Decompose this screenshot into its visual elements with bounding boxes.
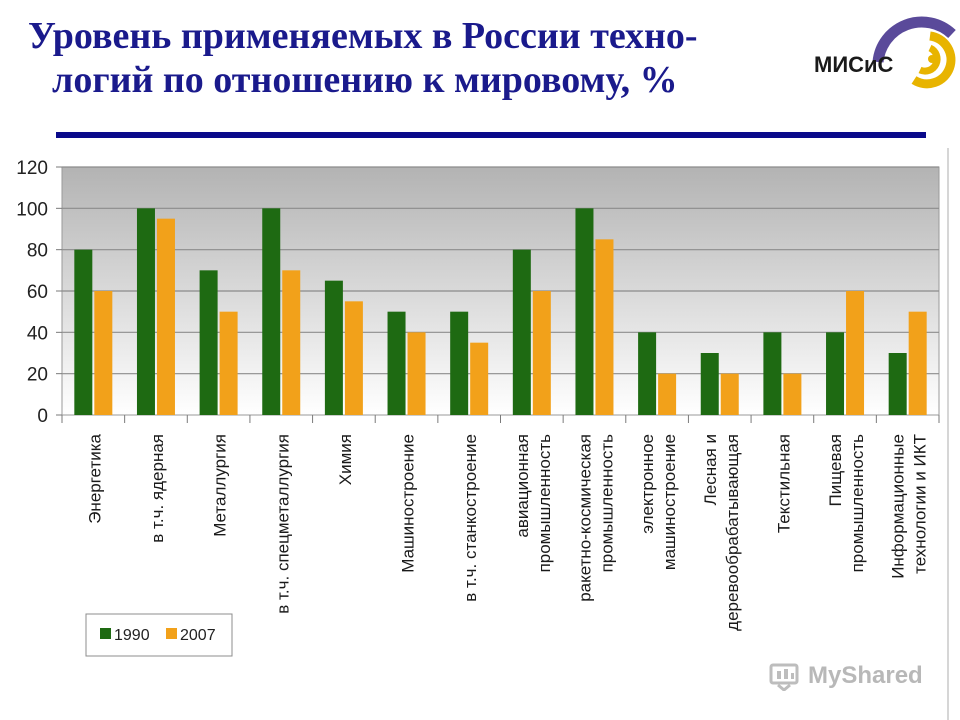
bar-1990 — [136, 208, 155, 415]
y-tick-label: 80 — [27, 241, 48, 262]
x-tick-label: ракетно-космическая — [575, 434, 594, 602]
x-axis-ticks: Энергетика в т.ч. ядерная Металлургия в т.ч… — [61, 415, 940, 631]
y-axis-ticks: 0 20 40 60 80 100 120 — [16, 158, 62, 427]
bar-2007 — [94, 291, 113, 415]
bar-1990 — [262, 208, 281, 415]
slide-title: Уровень применяемых в России техно- логи… — [28, 14, 788, 102]
myshared-watermark: MyShared — [768, 656, 923, 696]
bar-1990 — [575, 208, 594, 415]
slide-edge — [947, 148, 949, 720]
y-tick-label: 20 — [27, 365, 48, 386]
bar-1990 — [638, 332, 657, 415]
x-tick-label: авиационная — [513, 434, 532, 538]
x-tick-label: технологии и ИКТ — [911, 434, 930, 574]
bar-2007 — [344, 301, 363, 415]
x-tick-label: в т.ч. станкостроение — [461, 434, 480, 602]
x-tick-label: Энергетика — [85, 433, 104, 523]
bar-2007 — [720, 373, 739, 415]
legend: 1990 2007 — [85, 613, 233, 657]
x-tick-label: Информационные — [889, 434, 908, 579]
bar-1990 — [324, 280, 343, 415]
bar-2007 — [783, 373, 802, 415]
legend-label-1990: 1990 — [114, 627, 150, 644]
x-tick-label: Металлургия — [211, 434, 230, 537]
bar-2007 — [658, 373, 677, 415]
x-tick-label: Пищевая — [826, 434, 845, 506]
bar-1990 — [199, 270, 218, 415]
bar-2007 — [282, 270, 301, 415]
bar-2007 — [595, 239, 614, 415]
bar-2007 — [219, 311, 238, 415]
y-tick-label: 0 — [37, 406, 48, 427]
legend-swatch-1990 — [100, 628, 111, 639]
y-tick-label: 100 — [16, 199, 48, 220]
bar-1990 — [450, 311, 469, 415]
bar-2007 — [407, 332, 426, 415]
misis-logo: МИСиС — [814, 16, 956, 89]
watermark-text: MyShared — [808, 662, 923, 689]
x-tick-label: промышленность — [535, 434, 554, 573]
bar-2007 — [846, 291, 865, 415]
bar-2007 — [470, 342, 489, 415]
title-divider — [56, 132, 926, 138]
bar-2007 — [908, 311, 927, 415]
title-line-1: Уровень применяемых в России техно- — [28, 15, 698, 57]
x-tick-label: промышленность — [848, 434, 867, 573]
x-tick-label: деревообрабатывающая — [723, 434, 742, 631]
y-tick-label: 40 — [27, 323, 48, 344]
x-tick-label: машиностроение — [660, 434, 679, 570]
bar-1990 — [826, 332, 845, 415]
bar-1990 — [888, 353, 907, 415]
bars — [74, 208, 927, 415]
x-tick-label: промышленность — [597, 434, 616, 573]
bar-2007 — [156, 218, 175, 415]
x-tick-label: Текстильная — [774, 434, 793, 533]
bar-1990 — [512, 249, 531, 415]
y-tick-label: 120 — [16, 158, 48, 179]
bar-1990 — [74, 249, 93, 415]
x-tick-label: Машиностроение — [399, 434, 418, 573]
bar-1990 — [763, 332, 782, 415]
bar-2007 — [532, 291, 551, 415]
x-tick-label: электронное — [638, 434, 657, 534]
y-tick-label: 60 — [27, 282, 48, 303]
x-tick-label: Лесная и — [701, 434, 720, 505]
title-line-2: логий по отношению к мировому, % — [52, 59, 678, 101]
legend-swatch-2007 — [166, 628, 177, 639]
x-tick-label: в т.ч. спецметаллургия — [273, 434, 292, 614]
misis-swirl-logo-icon — [872, 16, 956, 89]
bar-1990 — [700, 353, 719, 415]
logo-text: МИСиС — [814, 52, 894, 77]
myshared-icon — [769, 663, 799, 691]
x-tick-label: Химия — [336, 434, 355, 485]
bar-1990 — [387, 311, 406, 415]
legend-label-2007: 2007 — [180, 627, 216, 644]
x-tick-label: в т.ч. ядерная — [148, 434, 167, 543]
